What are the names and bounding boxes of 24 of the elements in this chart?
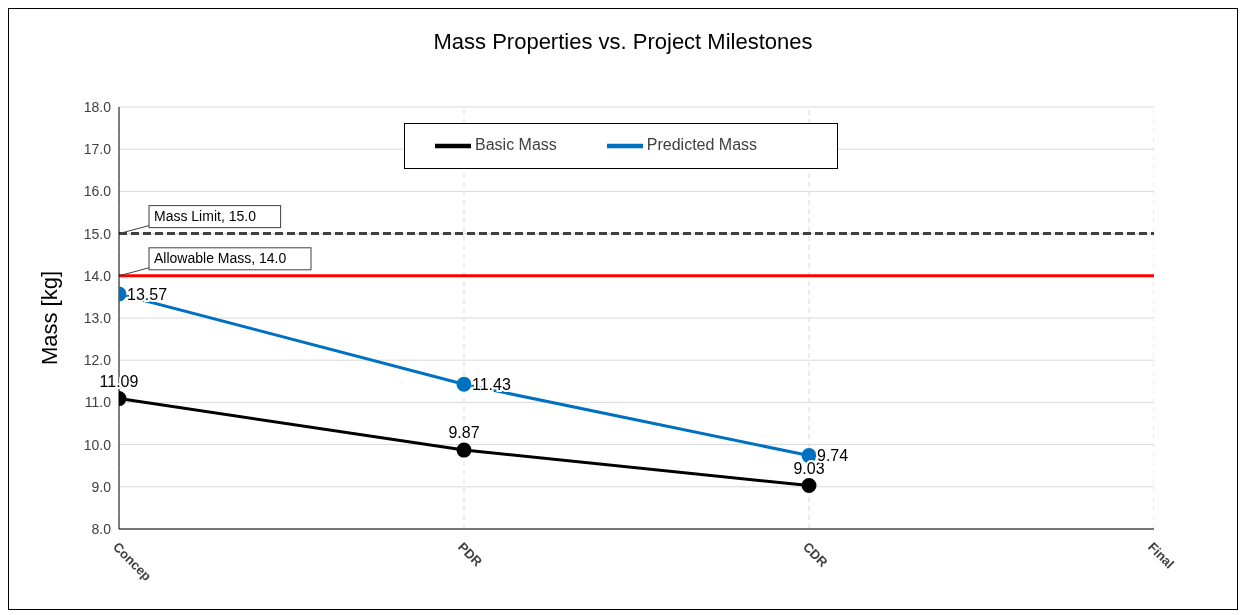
y-tick-label: 14.0 [83,267,112,284]
y-tick-label: 13.0 [83,309,112,326]
y-tick-label: 15.0 [83,225,112,242]
y-tick-label: 16.0 [83,183,112,200]
ref-line-label: Mass Limit, 15.0 [154,207,257,224]
y-tick-label: 18.0 [83,98,112,115]
y-tick-label: 17.0 [83,141,112,158]
y-tick-label: 12.0 [83,352,112,369]
y-axis-title: Mass [kg] [36,270,62,366]
data-label: 9.87 [448,424,480,442]
point [801,478,817,494]
data-label: 13.57 [127,285,168,303]
legend-label: Predicted Mass [646,136,758,154]
point [456,442,472,458]
y-tick-label: 8.0 [91,520,112,537]
y-tick-label: 9.0 [91,478,112,495]
chart-title: Mass Properties vs. Project Milestones [432,28,814,56]
data-label: 11.09 [99,372,139,390]
y-tick-label: 10.0 [83,436,112,453]
point [456,376,472,392]
data-label: 11.43 [472,375,511,393]
legend-label: Basic Mass [475,136,557,154]
ref-line-label: Allowable Mass, 14.0 [154,249,287,266]
y-tick-label: 11.0 [84,394,112,411]
